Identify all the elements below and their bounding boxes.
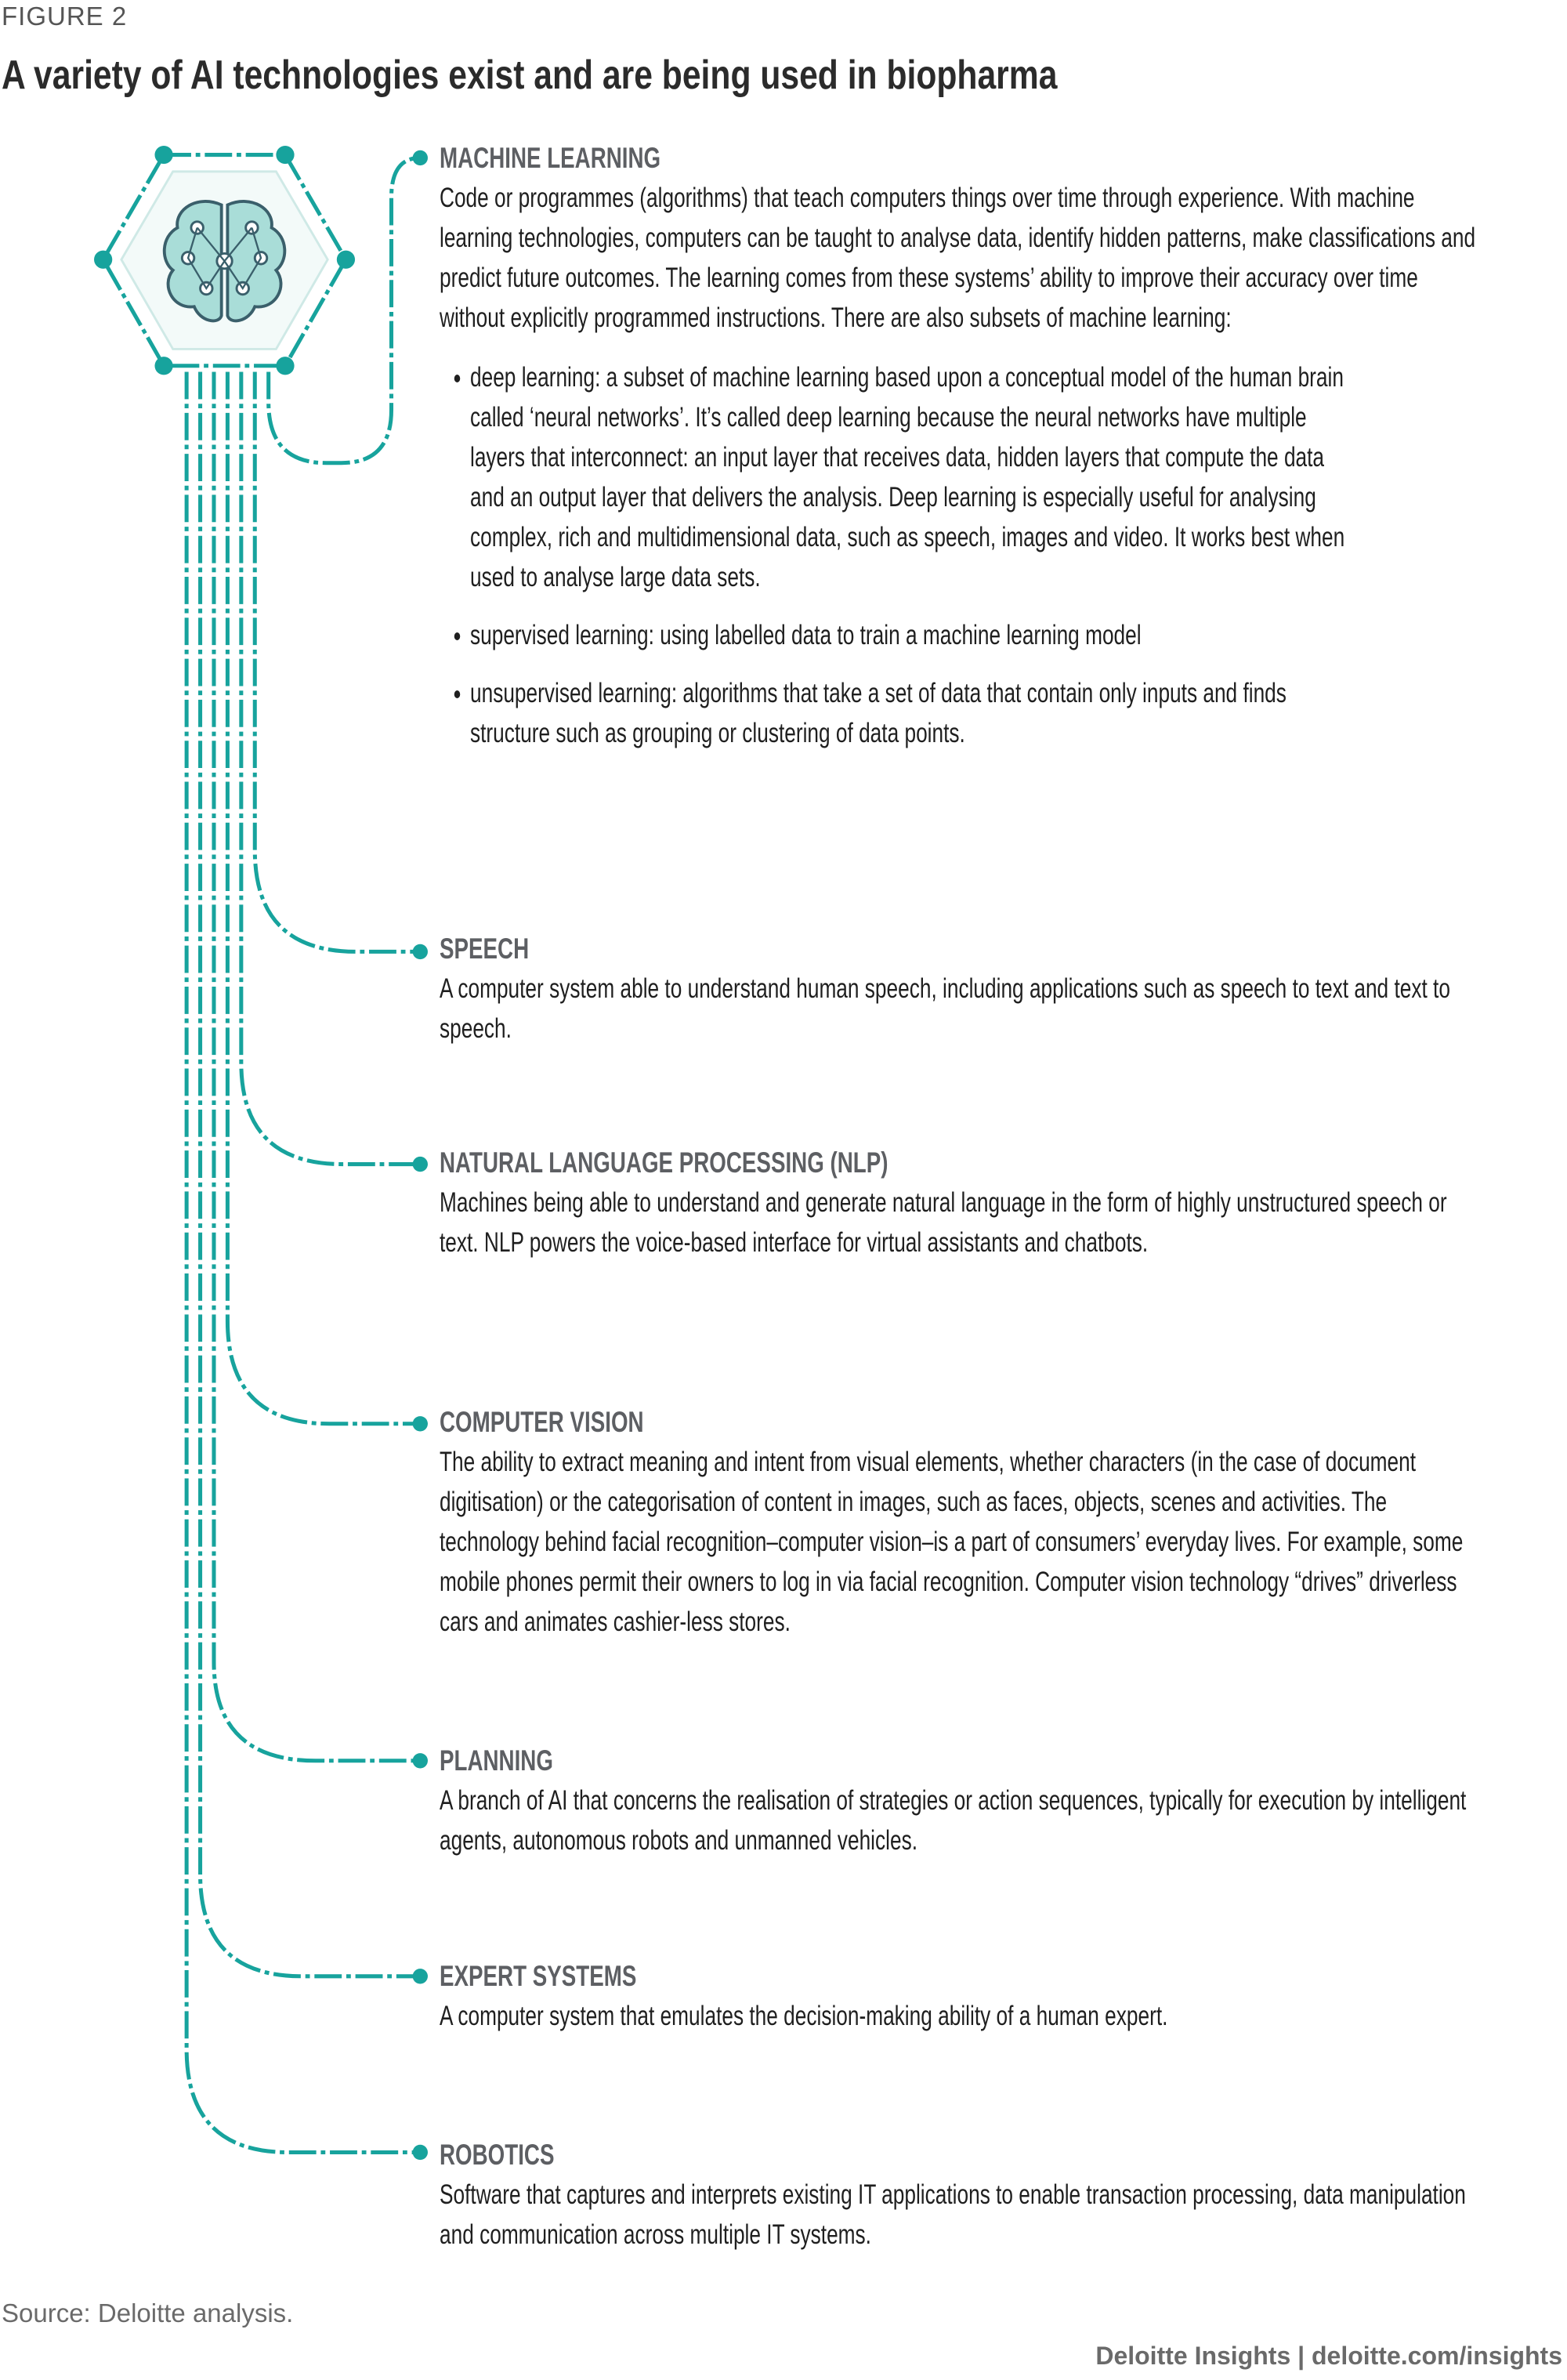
section-heading: COMPUTER VISION <box>440 1406 644 1438</box>
section: NATURAL LANGUAGE PROCESSING (NLP) Machin… <box>440 1143 1482 1262</box>
bullet-item: deep learning: a subset of machine learn… <box>470 357 1363 597</box>
section: COMPUTER VISION The ability to extract m… <box>440 1402 1482 1642</box>
brain-icon <box>162 200 287 323</box>
section: EXPERT SYSTEMS A computer system that em… <box>440 1956 1482 2036</box>
section-body: The ability to extract meaning and inten… <box>440 1447 1464 1637</box>
section: PLANNING A branch of AI that concerns th… <box>440 1741 1482 1860</box>
connector-dots <box>412 150 428 2161</box>
section-body: Machines being able to understand and ge… <box>440 1187 1447 1258</box>
figure-label: FIGURE 2 <box>2 2 128 31</box>
connectors <box>184 155 421 2154</box>
section-heading: SPEECH <box>440 933 530 965</box>
hexagon-dots <box>94 145 356 375</box>
section: ROBOTICS Software that captures and inte… <box>440 2135 1482 2255</box>
connector-line <box>212 371 421 1763</box>
bullet-item: supervised learning: using labelled data… <box>470 615 1363 655</box>
bullet-list: deep learning: a subset of machine learn… <box>440 357 1363 753</box>
connector-line <box>198 371 421 1979</box>
section: SPEECH A computer system able to underst… <box>440 929 1482 1049</box>
connector-line <box>239 371 421 1167</box>
connector-line <box>184 371 421 2154</box>
section: MACHINE LEARNING Code or programmes (alg… <box>440 138 1482 771</box>
bullet-item: unsupervised learning: algorithms that t… <box>470 673 1363 753</box>
section-body: A branch of AI that concerns the realisa… <box>440 1785 1467 1856</box>
section-body: A computer system that emulates the deci… <box>440 2001 1168 2031</box>
section-heading: ROBOTICS <box>440 2139 555 2171</box>
connector-line <box>266 155 421 465</box>
figure-title: A variety of AI technologies exist and a… <box>2 53 1058 98</box>
connector-line <box>252 371 421 954</box>
footer-credit: Deloitte Insights | deloitte.com/insight… <box>1095 2342 1562 2370</box>
section-heading: MACHINE LEARNING <box>440 142 661 174</box>
section-heading: EXPERT SYSTEMS <box>440 1960 637 1992</box>
section-body: Software that captures and interprets ex… <box>440 2179 1466 2250</box>
source-note: Source: Deloitte analysis. <box>2 2298 294 2327</box>
section-heading: NATURAL LANGUAGE PROCESSING (NLP) <box>440 1147 888 1179</box>
connector-line <box>225 371 421 1426</box>
section-heading: PLANNING <box>440 1744 553 1777</box>
section-body: Code or programmes (algorithms) that tea… <box>440 183 1476 333</box>
section-body: A computer system able to understand hum… <box>440 973 1450 1044</box>
